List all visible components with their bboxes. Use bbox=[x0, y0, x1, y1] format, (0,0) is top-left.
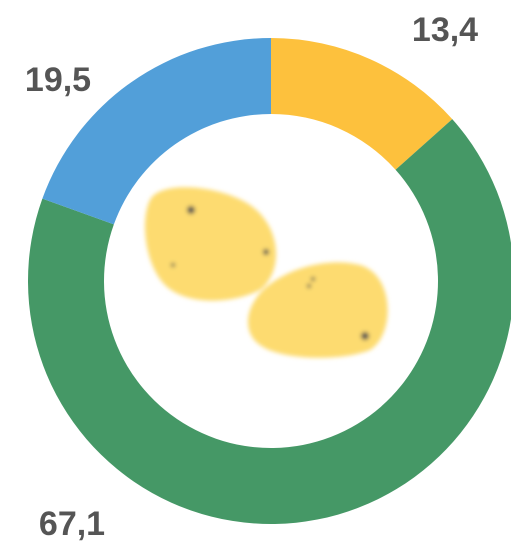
donut-slice bbox=[42, 38, 272, 225]
donut-slice bbox=[271, 38, 453, 170]
data-label: 67,1 bbox=[39, 505, 105, 543]
center-illustration bbox=[145, 187, 388, 358]
donut-slice bbox=[28, 119, 511, 524]
donut bbox=[28, 38, 511, 524]
data-label: 13,4 bbox=[412, 11, 478, 49]
data-label: 19,5 bbox=[25, 61, 91, 99]
